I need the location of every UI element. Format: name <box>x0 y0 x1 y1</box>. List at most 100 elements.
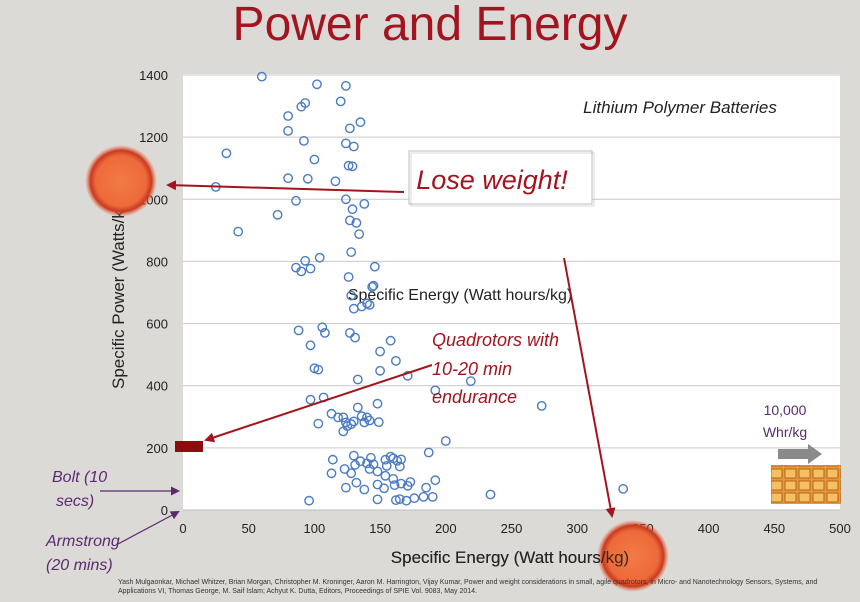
data-point <box>313 418 324 429</box>
data-point <box>283 125 293 136</box>
scatter-points <box>210 71 629 506</box>
data-point <box>385 451 396 462</box>
gray-arrow-icon <box>778 444 822 464</box>
data-point <box>390 355 401 366</box>
data-point <box>390 495 401 505</box>
data-point <box>344 123 355 134</box>
data-point <box>430 475 441 486</box>
data-point <box>359 417 370 428</box>
data-point <box>343 272 354 282</box>
armstrong-line-1: Armstrong <box>45 533 120 550</box>
data-point <box>379 483 389 494</box>
data-point <box>427 491 438 502</box>
quadrotor-arrow <box>204 364 433 443</box>
data-point <box>298 135 309 146</box>
bolt-line-1: Bolt (10 <box>52 469 107 486</box>
data-point <box>305 394 316 405</box>
data-point <box>305 340 316 351</box>
armstrong-line-2: (20 mins) <box>46 557 113 574</box>
data-point <box>394 494 405 504</box>
footer-citation: Yash Mulgaonkar, Michael Whitzer, Brian … <box>118 579 818 595</box>
lose-weight-text: Lose weight! <box>416 165 568 195</box>
data-point <box>346 419 357 430</box>
y-tick-label: 1400 <box>139 68 168 83</box>
data-point <box>618 483 629 494</box>
data-point <box>389 480 400 490</box>
orange-circle-power <box>85 145 157 217</box>
bolt-bar <box>175 441 203 452</box>
data-point <box>312 79 322 90</box>
data-point <box>319 327 330 338</box>
data-point <box>256 71 267 82</box>
data-point <box>375 346 385 357</box>
x-axis-label-overlay: Specific Energy (Watt hours/kg) <box>391 548 629 567</box>
data-point <box>440 436 451 446</box>
y-tick-label: 1200 <box>139 130 168 145</box>
data-point <box>314 252 325 263</box>
data-point <box>317 322 328 333</box>
data-point <box>351 217 362 228</box>
plot-area <box>183 74 840 510</box>
armstrong-arrow <box>117 511 180 545</box>
data-point <box>372 494 383 505</box>
data-point <box>347 161 358 172</box>
data-point <box>368 280 379 291</box>
data-point <box>335 96 346 107</box>
chart-title: Lithium Polymer Batteries <box>583 98 777 117</box>
data-point <box>418 491 429 502</box>
data-point <box>359 484 370 495</box>
data-point <box>351 477 362 488</box>
data-point <box>221 148 232 159</box>
data-point <box>356 301 367 312</box>
data-point <box>338 426 349 437</box>
data-point <box>362 412 372 423</box>
data-point <box>340 194 351 205</box>
data-point <box>348 141 359 152</box>
data-point <box>338 412 349 423</box>
data-point <box>536 400 547 411</box>
data-point <box>340 81 351 91</box>
data-point <box>402 370 413 381</box>
energy-arrow <box>563 257 616 518</box>
data-point <box>392 455 403 466</box>
x-tick-label: 250 <box>501 521 523 536</box>
data-point <box>346 468 357 479</box>
data-point <box>283 111 293 121</box>
data-point <box>364 415 375 426</box>
data-point <box>326 468 337 479</box>
x-tick-label: 100 <box>304 521 326 536</box>
data-point <box>401 495 412 506</box>
bolt-line-2: secs) <box>56 493 94 510</box>
data-point <box>346 290 357 301</box>
inner-label: Specific Energy (Watt hours/kg) <box>348 287 572 304</box>
data-point <box>330 176 341 187</box>
data-point <box>362 458 372 469</box>
quadrotors-line-2: 10-20 min <box>432 359 512 379</box>
data-point <box>359 198 370 209</box>
data-point <box>340 482 351 493</box>
data-point <box>355 117 366 128</box>
lose-weight-box <box>408 150 593 205</box>
data-point <box>367 281 378 292</box>
data-point <box>344 215 355 226</box>
data-point <box>348 450 359 461</box>
data-point <box>346 247 357 258</box>
data-point <box>485 489 496 500</box>
x-tick-label: 50 <box>241 521 255 536</box>
y-tick-label: 600 <box>146 317 168 332</box>
cell-structure-image <box>771 465 841 504</box>
data-point <box>333 412 343 423</box>
data-point <box>313 364 324 375</box>
data-point <box>343 160 354 171</box>
data-point <box>350 459 360 470</box>
data-point <box>305 263 316 274</box>
data-point <box>347 204 358 215</box>
whr-line-2: Whr/kg <box>763 424 807 440</box>
data-point <box>394 461 405 472</box>
x-tick-labels: 050100150200250300350400450500 <box>179 521 850 536</box>
x-tick-label: 150 <box>369 521 391 536</box>
data-point <box>233 226 244 237</box>
data-point <box>396 478 406 489</box>
x-tick-label: 400 <box>698 521 720 536</box>
